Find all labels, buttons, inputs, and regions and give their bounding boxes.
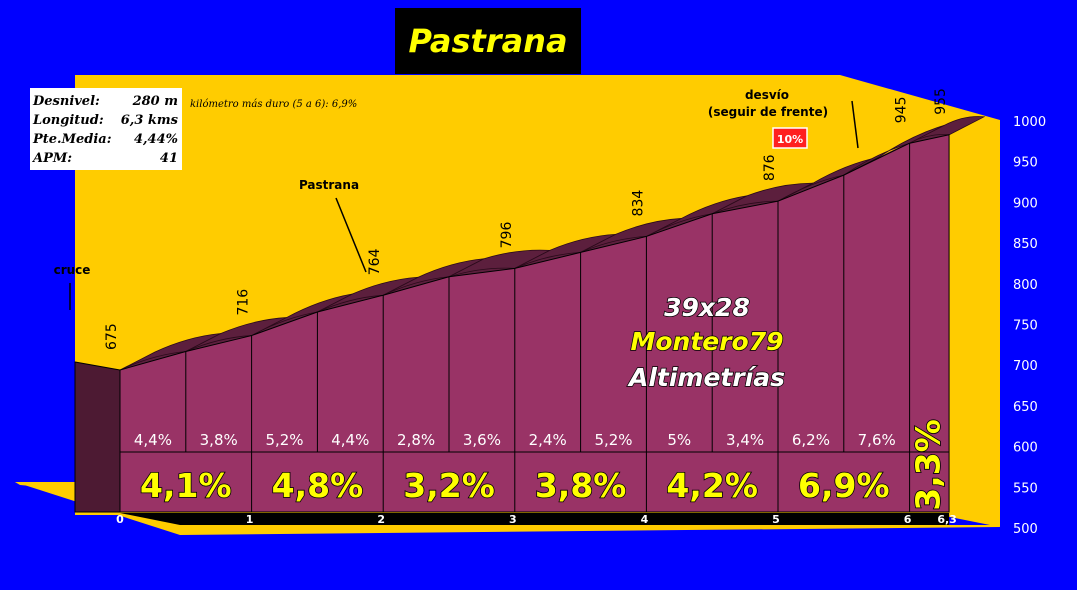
- half-km-gradient: 4,4%: [331, 431, 369, 449]
- x-tick-label: 2: [377, 513, 385, 526]
- elevation-label: 834: [630, 190, 646, 217]
- elevation-label: 675: [104, 323, 120, 350]
- elevation-label: 764: [367, 248, 383, 275]
- base-strip: [120, 513, 950, 525]
- km-gradient: 4,2%: [666, 466, 758, 505]
- elevation-label: 945: [894, 96, 910, 123]
- steep-badge-box: [772, 127, 808, 149]
- annotation-pastrana-pointer: [335, 197, 367, 273]
- half-km-gradient: 4,4%: [134, 431, 172, 449]
- info-value-pte-media: 4,44%: [134, 132, 178, 147]
- info-value-desnivel: 280 m: [132, 94, 178, 109]
- half-km-gradient: 3,8%: [200, 431, 238, 449]
- elevation-label: 955: [933, 88, 949, 115]
- half-km-gradient: 3,6%: [463, 431, 501, 449]
- profile-group: 4,4% 3,8% 5,2% 4,4% 2,8% 3,6% 2,4% 5,2% 5% 3,4% 6,…: [74, 88, 1046, 537]
- info-value-longitud: 6,3 kms: [121, 113, 179, 128]
- hardest-km-note: kilómetro más duro (5 a 6): 6,9%: [190, 99, 357, 110]
- y-tick-label: 900: [1013, 196, 1038, 211]
- last-segment-gradient: 3,3%: [908, 419, 947, 511]
- km-gradient: 4,1%: [140, 466, 232, 505]
- watermark-line1: 39x28: [664, 293, 750, 322]
- info-label-pte-media: Pte.Media:: [32, 132, 112, 147]
- elevation-label: 716: [236, 289, 252, 316]
- watermark-line2: Montero79: [630, 327, 783, 356]
- steep-badge: 10%: [777, 133, 803, 146]
- x-tick-label: 0: [116, 513, 124, 526]
- info-value-apm: 41: [160, 151, 178, 166]
- x-tick-label: 6: [904, 513, 912, 526]
- y-tick-label: 750: [1013, 319, 1038, 334]
- x-tick-label: 5: [772, 513, 780, 526]
- y-tick-label: 600: [1013, 441, 1038, 456]
- x-tick-label: 4: [641, 513, 649, 526]
- y-tick-label: 800: [1013, 278, 1038, 293]
- half-km-gradient: 5%: [667, 431, 691, 449]
- km-gradient: 3,8%: [535, 466, 627, 505]
- half-km-gradient: 5,2%: [265, 431, 303, 449]
- chart-floor-edge: [15, 482, 76, 490]
- half-km-gradient: 2,4%: [529, 431, 567, 449]
- x-tick-label: 6,3: [937, 513, 957, 526]
- y-tick-label: 650: [1013, 400, 1038, 415]
- half-km-gradient: 7,6%: [858, 431, 896, 449]
- annotation-pastrana: Pastrana: [299, 178, 359, 192]
- chart-title: Pastrana: [408, 22, 567, 60]
- y-tick-label: 850: [1013, 237, 1038, 252]
- half-km-gradient: 2,8%: [397, 431, 435, 449]
- y-tick-label: 1000: [1013, 115, 1046, 130]
- km-gradient: 6,9%: [798, 466, 890, 505]
- info-label-apm: APM:: [31, 151, 72, 166]
- info-label-desnivel: Desnivel:: [32, 94, 100, 109]
- x-tick-label: 1: [246, 513, 254, 526]
- elevation-label: 796: [499, 222, 515, 249]
- title-box: [395, 8, 581, 74]
- annotation-desvio-line2: (seguir de frente): [708, 105, 828, 119]
- half-km-gradient: 3,4%: [726, 431, 764, 449]
- watermark-line3: Altimetrías: [627, 363, 785, 392]
- km-gradient: 3,2%: [403, 466, 495, 505]
- half-km-gradient: 6,2%: [792, 431, 830, 449]
- info-box: [30, 88, 182, 170]
- y-tick-label: 500: [1013, 522, 1038, 537]
- km-gradient: 4,8%: [272, 466, 364, 505]
- profile-top-surface: [120, 116, 985, 370]
- elevation-label: 876: [762, 154, 778, 181]
- x-tick-label: 3: [509, 513, 517, 526]
- profile-top-strip: [909, 116, 986, 144]
- annotation-cruce: cruce: [54, 263, 91, 277]
- y-tick-label: 950: [1013, 156, 1038, 171]
- info-label-longitud: Longitud:: [32, 113, 104, 128]
- annotation-desvio-line1: desvío: [745, 88, 789, 102]
- half-km-gradient: 5,2%: [594, 431, 632, 449]
- y-tick-label: 550: [1013, 481, 1038, 496]
- profile-left-side: [74, 361, 121, 513]
- y-tick-label: 700: [1013, 359, 1038, 374]
- annotation-desvio-pointer: [851, 100, 859, 149]
